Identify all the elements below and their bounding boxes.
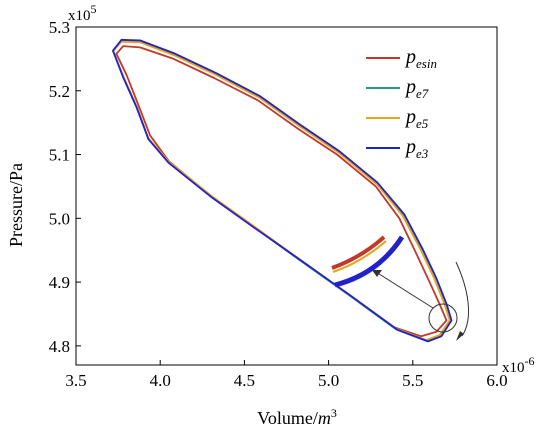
cycle-direction-arrow — [455, 261, 469, 337]
zoom-curve-blue — [334, 235, 405, 288]
y-tick-label: 4.8 — [49, 337, 70, 356]
zoom-pointer-arrowhead — [372, 270, 382, 277]
series-line-esin — [115, 45, 448, 338]
zoom-pointer-line — [375, 271, 434, 309]
series-line-e5 — [112, 40, 451, 341]
axes — [75, 26, 498, 366]
zoom-curve-red — [331, 235, 386, 270]
series-line-e7 — [112, 40, 451, 342]
legend-label-e5: pe5 — [404, 106, 429, 131]
x-tick-label: 4.5 — [234, 371, 255, 390]
x-tick-label: 5.5 — [402, 371, 423, 390]
y-axis-label: Pressure/Pa — [6, 163, 26, 247]
ticks: 3.5 4.0 4.5 5.0 5.5 6.0 4.8 4.9 5.0 5.1 5.2 5.3 — [49, 18, 508, 390]
legend: pesin pe7 pe5 pe3 — [366, 46, 437, 161]
x-axis-label: Volume/m3 — [257, 406, 337, 428]
zoom-inset — [331, 235, 469, 341]
series-layer — [112, 38, 453, 343]
zoom-curve-orange — [332, 240, 387, 273]
legend-label-e3: pe3 — [404, 136, 429, 161]
legend-label-esin: pesin — [404, 46, 437, 71]
x-tick-label: 5.0 — [318, 371, 339, 390]
y-tick-label: 5.3 — [49, 18, 70, 37]
zoom-circle — [428, 303, 458, 333]
cycle-direction-arrowhead — [456, 331, 464, 341]
y-tick-label: 5.2 — [49, 82, 70, 101]
series-line-e3 — [112, 38, 453, 343]
y-axis-multiplier: x105 — [68, 2, 97, 24]
legend-label-e7: pe7 — [404, 76, 429, 101]
plot-frame — [75, 26, 498, 366]
x-tick-label: 6.0 — [486, 371, 507, 390]
x-tick-label: 4.0 — [150, 371, 171, 390]
y-tick-label: 4.9 — [49, 273, 70, 292]
y-tick-label: 5.0 — [49, 209, 70, 228]
y-tick-label: 5.1 — [49, 146, 70, 165]
x-axis-multiplier: x10-6 — [502, 354, 535, 376]
x-tick-label: 3.5 — [65, 371, 86, 390]
